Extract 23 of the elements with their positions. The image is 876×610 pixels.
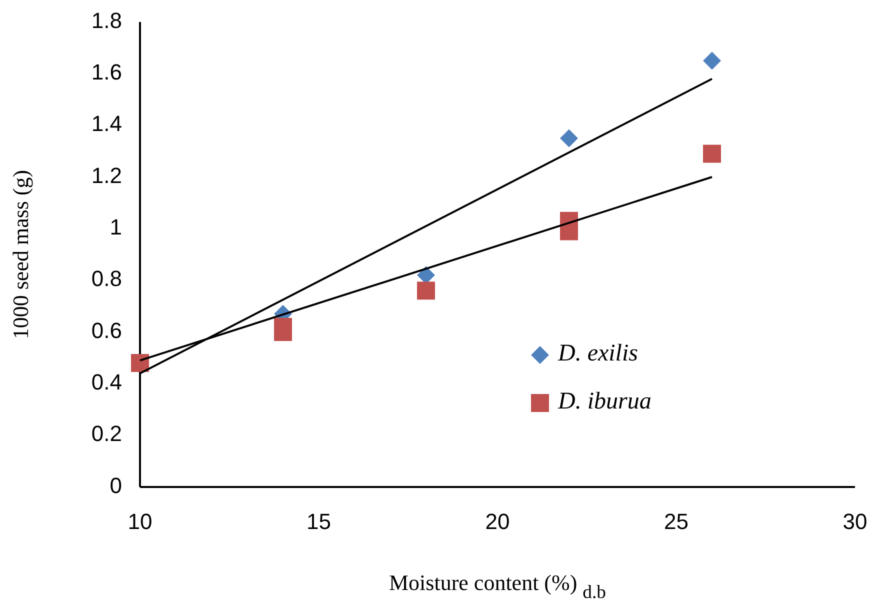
x-tick-label: 30 <box>842 509 868 534</box>
legend-label: D. exilis <box>557 340 638 367</box>
y-tick-label: 1.2 <box>91 162 122 188</box>
y-tick-label: 0.4 <box>91 369 122 394</box>
point <box>417 282 435 300</box>
x-tick-label: 15 <box>306 509 331 534</box>
y-tick-label: 1 <box>110 214 122 240</box>
x-tick-label: 10 <box>128 509 152 534</box>
x-tick-label: 20 <box>485 509 510 534</box>
point <box>560 129 578 148</box>
y-tick-label: 0.2 <box>91 421 122 446</box>
point <box>703 144 721 163</box>
point <box>703 52 721 70</box>
legend-label: D. iburua <box>557 388 652 415</box>
y-axis-title: 1000 seed mass (g) <box>8 170 33 340</box>
y-tick-label: 1.8 <box>91 8 122 33</box>
y-tick-label: 1.6 <box>91 59 122 84</box>
y-tick-label: 0 <box>110 472 122 498</box>
x-axis-title: Moisture content (%) $_{d.b}$ <box>388 570 606 603</box>
y-tick-label: 0.6 <box>91 318 122 343</box>
x-tick-label: 25 <box>664 509 688 534</box>
y-tick-label: 0.8 <box>91 266 122 292</box>
y-tick-label: 1.4 <box>91 111 122 136</box>
